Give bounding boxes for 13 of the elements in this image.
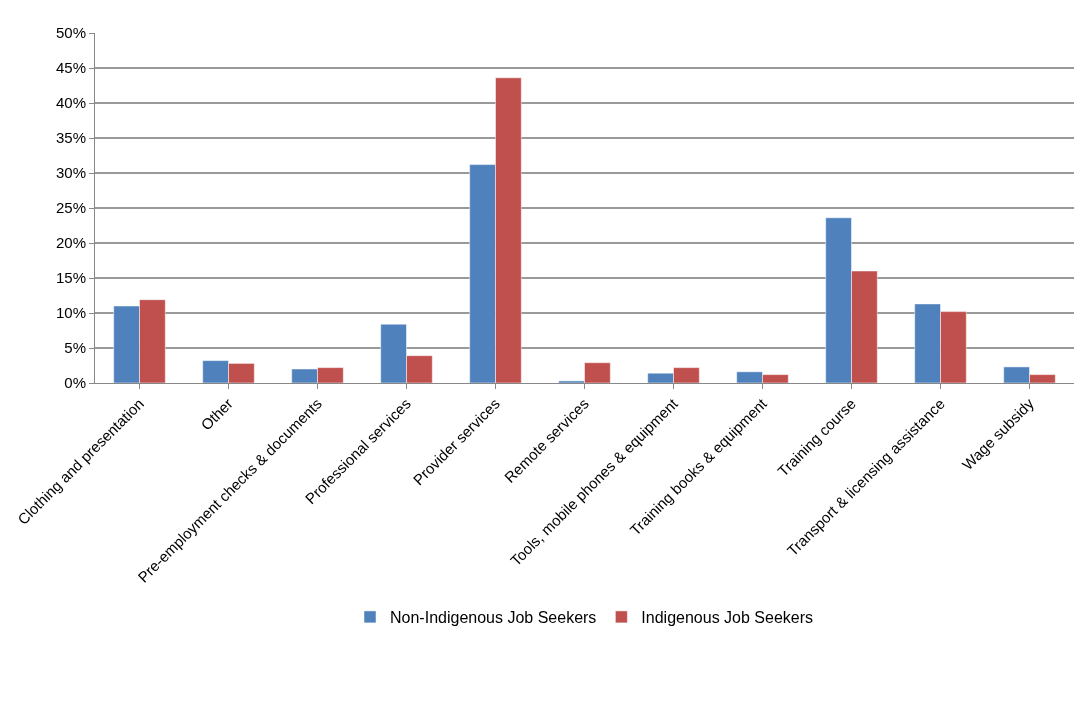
y-tick-label: 35%: [55, 129, 86, 147]
y-tick-label: 10%: [55, 304, 86, 322]
y-tick-label: 0%: [64, 374, 86, 392]
y-tick-label: 30%: [55, 164, 86, 182]
legend-label: Non-Indigenous Job Seekers: [390, 609, 597, 627]
y-tick-label: 25%: [55, 199, 86, 217]
y-tick-label: 5%: [64, 339, 86, 357]
y-tick-label: 20%: [55, 234, 86, 252]
y-tick-label: 15%: [55, 269, 86, 287]
y-tick-label: 50%: [55, 24, 86, 42]
y-tick-label: 40%: [55, 94, 86, 112]
legend-label: Indigenous Job Seekers: [641, 609, 814, 627]
y-tick-label: 45%: [55, 59, 86, 77]
